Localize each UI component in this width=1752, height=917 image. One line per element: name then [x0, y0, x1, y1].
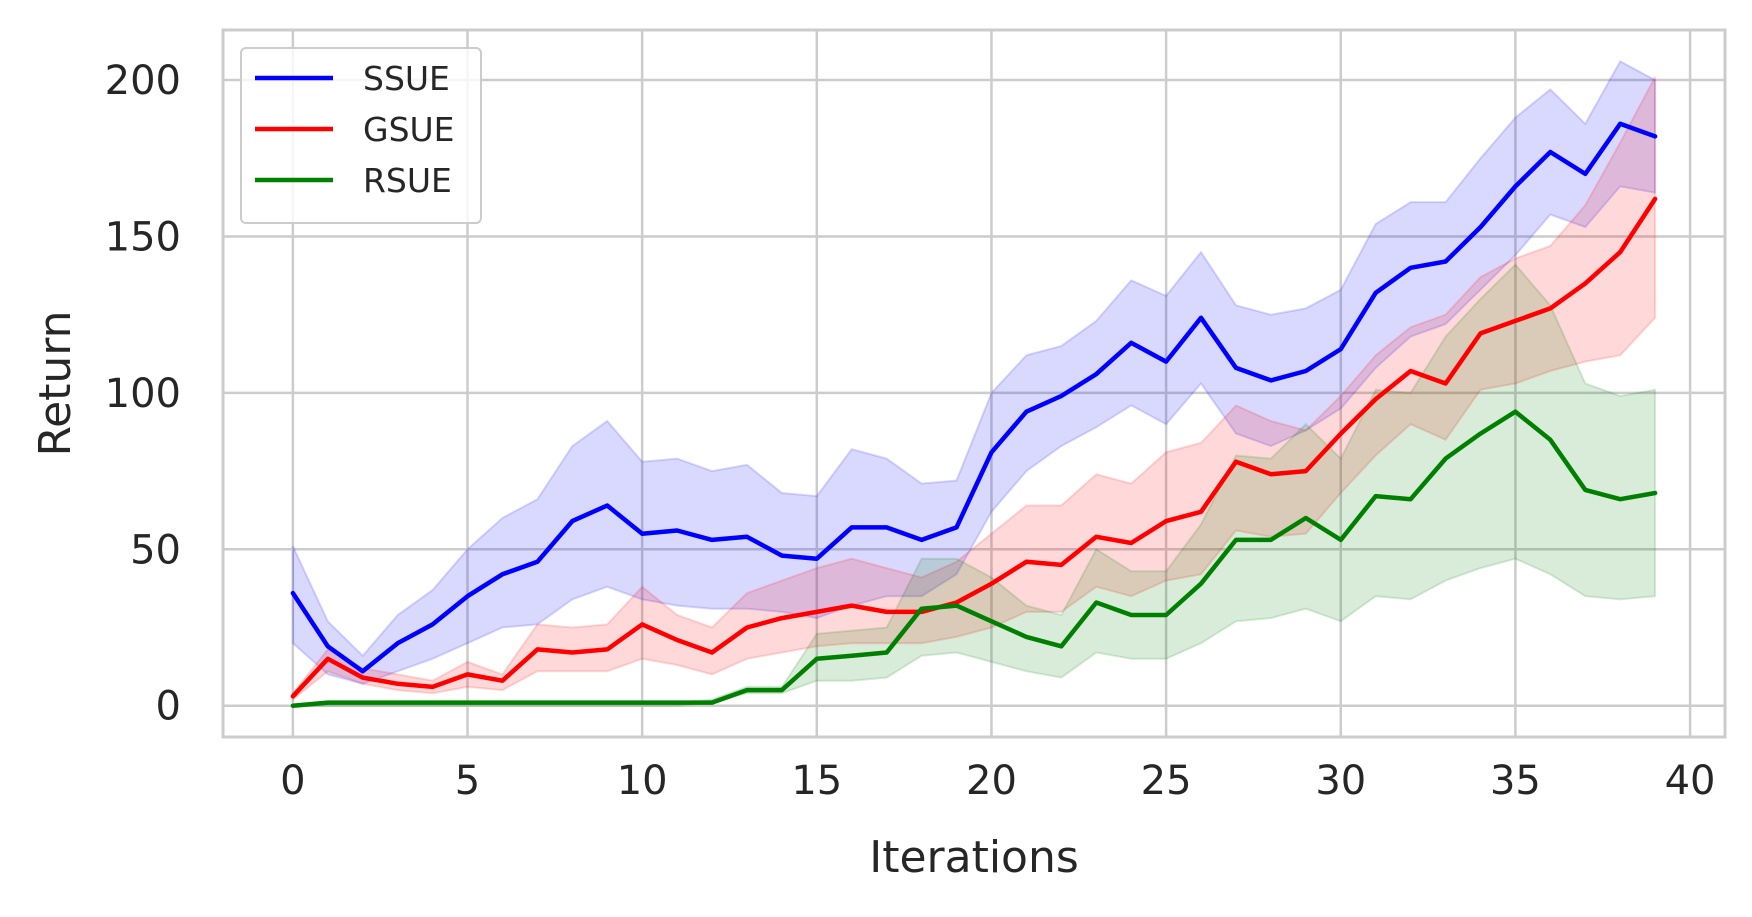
x-tick-label: 40 [1665, 758, 1716, 804]
x-tick-label: 5 [455, 758, 480, 804]
y-tick-label: 50 [130, 527, 181, 573]
legend-label-rsue: RSUE [363, 161, 452, 200]
legend-label-gsue: GSUE [363, 110, 455, 149]
legend: SSUE GSUE RSUE [241, 48, 481, 223]
y-tick-label: 200 [105, 58, 181, 104]
legend-label-ssue: SSUE [363, 59, 450, 98]
y-tick-label: 100 [105, 371, 181, 417]
x-tick-label: 0 [280, 758, 305, 804]
y-tick-label: 150 [105, 214, 181, 260]
x-axis-label: Iterations [869, 832, 1079, 883]
y-tick-label: 0 [156, 684, 181, 730]
x-tick-label: 10 [617, 758, 668, 804]
confidence-bands [293, 61, 1655, 705]
x-tick-label: 15 [791, 758, 842, 804]
y-axis-label: Return [30, 310, 81, 456]
x-tick-label: 30 [1315, 758, 1366, 804]
x-tick-label: 25 [1141, 758, 1192, 804]
x-tick-label: 35 [1490, 758, 1541, 804]
x-tick-label: 20 [966, 758, 1017, 804]
